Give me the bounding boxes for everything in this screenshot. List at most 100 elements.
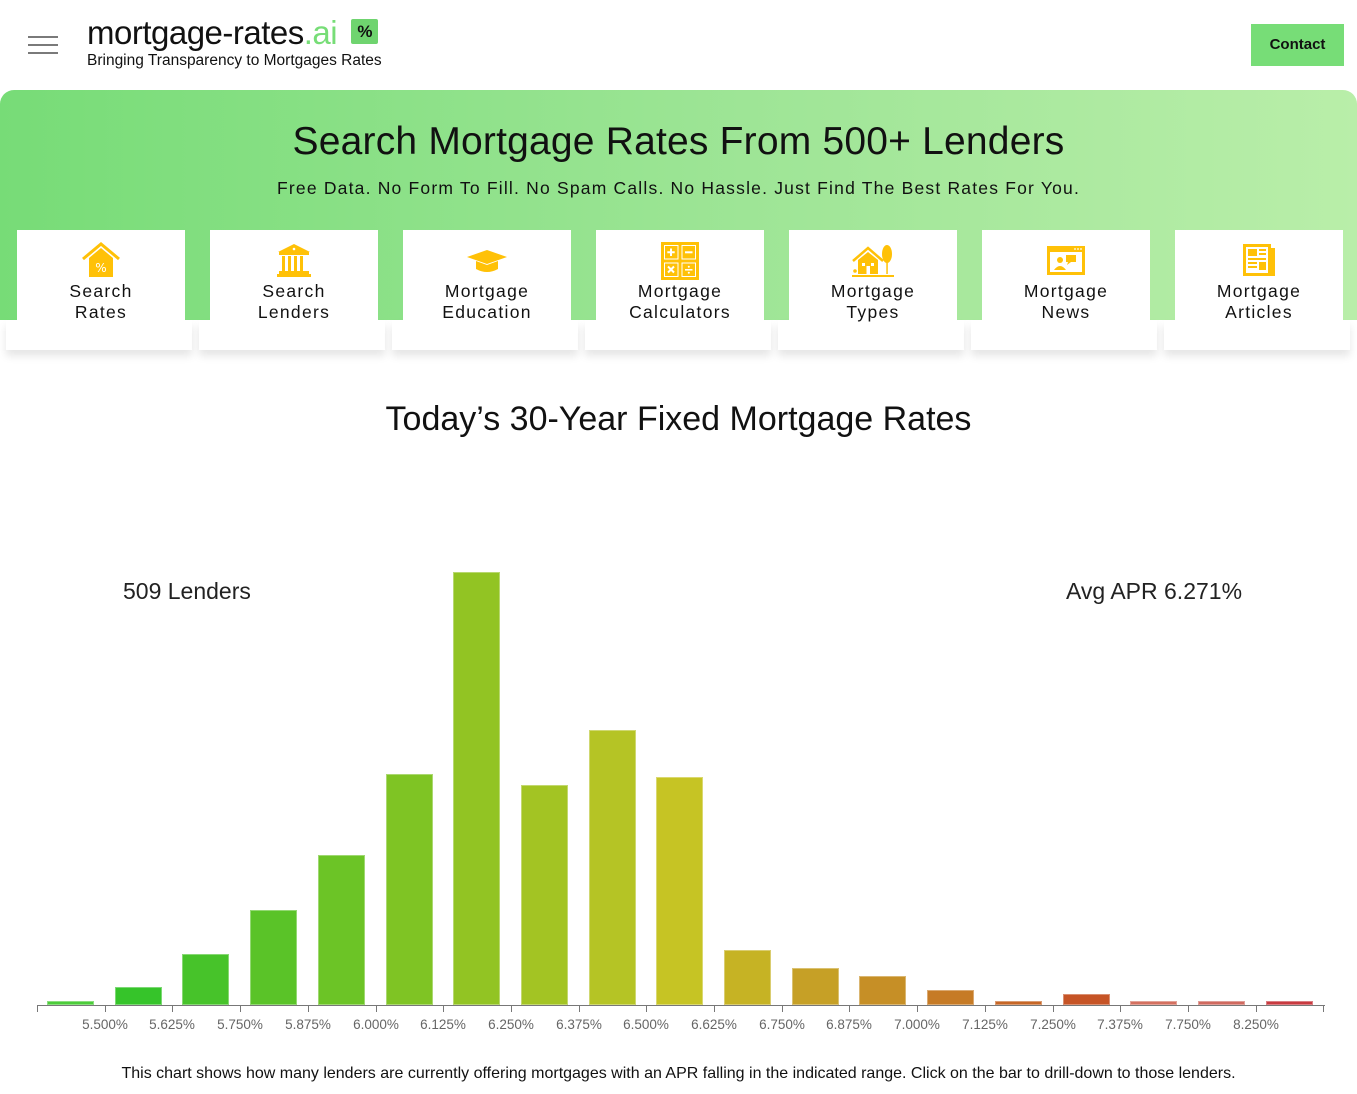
card-base <box>199 320 385 350</box>
site-logo[interactable]: mortgage-rates.ai% Bringing Transparency… <box>87 14 382 70</box>
histogram-bar[interactable] <box>927 990 975 1005</box>
house-percent-icon: % <box>82 242 120 277</box>
nav-card-mortgage-education[interactable]: Mortgage Education <box>403 230 571 322</box>
histogram-bar[interactable] <box>114 987 162 1005</box>
histogram-bar[interactable] <box>182 954 230 1005</box>
x-axis-tick <box>511 1005 512 1012</box>
histogram-bar[interactable] <box>994 1001 1042 1005</box>
svg-text:%: % <box>95 261 106 275</box>
x-axis-tick <box>105 1005 106 1012</box>
x-axis-tick-label: 5.750% <box>217 1017 263 1032</box>
average-apr: Avg APR 6.271% <box>1066 578 1243 604</box>
graduation-cap-icon <box>467 250 507 272</box>
card-base <box>778 320 964 350</box>
x-axis-tick-label: 7.125% <box>962 1017 1008 1032</box>
x-axis-tick-label: 8.250% <box>1233 1017 1279 1032</box>
hamburger-icon[interactable] <box>28 36 58 56</box>
chart-title: Today’s 30-Year Fixed Mortgage Rates <box>385 400 972 438</box>
x-axis-tick-label: 5.625% <box>149 1017 195 1032</box>
x-axis-tick-label: 7.375% <box>1097 1017 1143 1032</box>
x-axis-tick-label: 6.375% <box>556 1017 602 1032</box>
nav-card-mortgage-calculators[interactable]: Mortgage Calculators <box>596 230 764 322</box>
card-label-line2: Rates <box>74 302 128 322</box>
site-header: mortgage-rates.ai% Bringing Transparency… <box>0 0 1357 90</box>
histogram-bar[interactable] <box>791 968 839 1005</box>
x-axis-tick-label: 7.000% <box>894 1017 940 1032</box>
card-label-line1: Mortgage <box>444 281 530 301</box>
chart-description: This chart shows how many lenders are cu… <box>121 1065 1236 1082</box>
histogram-bar[interactable] <box>1265 1001 1313 1005</box>
histogram-bar[interactable] <box>588 730 636 1005</box>
x-axis-tick-label: 5.500% <box>82 1017 128 1032</box>
histogram-bar[interactable] <box>47 1001 94 1005</box>
histogram-bar[interactable] <box>724 950 771 1005</box>
histogram-bar[interactable] <box>1197 1001 1245 1005</box>
card-label-line1: Mortgage <box>1023 281 1109 301</box>
x-axis-tick-label: 6.250% <box>488 1017 534 1032</box>
x-axis-tick <box>985 1005 986 1012</box>
nav-card-search-rates[interactable]: % Search Rates <box>17 230 185 322</box>
logo-wordmark: mortgage-rates.ai% <box>87 14 382 52</box>
nav-card-mortgage-news[interactable]: Mortgage News <box>982 230 1150 322</box>
x-axis-tick <box>849 1005 850 1012</box>
histogram-bar[interactable] <box>656 777 704 1005</box>
x-axis-tick <box>917 1005 918 1012</box>
x-axis-tick <box>1053 1005 1054 1012</box>
x-axis-tick <box>1120 1005 1121 1012</box>
newspaper-icon <box>1243 244 1275 276</box>
x-axis-tick <box>579 1005 580 1012</box>
x-axis-tick-label: 6.875% <box>826 1017 872 1032</box>
card-label-line1: Mortgage <box>1216 281 1302 301</box>
x-axis-tick-label: 7.250% <box>1030 1017 1076 1032</box>
histogram-bar[interactable] <box>859 976 907 1005</box>
card-base <box>971 320 1157 350</box>
histogram-bar[interactable] <box>1130 1001 1178 1005</box>
histogram-bar[interactable] <box>317 855 365 1005</box>
house-tree-icon <box>852 245 894 277</box>
histogram-bar[interactable] <box>453 572 501 1005</box>
card-label-line2: News <box>1041 302 1091 322</box>
contact-button[interactable]: Contact <box>1251 24 1344 66</box>
hero-title: Search Mortgage Rates From 500+ Lenders <box>292 120 1065 163</box>
histogram-bar[interactable] <box>250 910 298 1005</box>
calculator-icon <box>661 242 699 280</box>
x-axis-tick-label: 6.500% <box>623 1017 669 1032</box>
card-label-line2: Types <box>846 302 900 322</box>
card-label-line2: Calculators <box>629 302 731 322</box>
x-axis-tick-label: 6.000% <box>353 1017 399 1032</box>
histogram-bar[interactable] <box>385 774 433 1005</box>
card-label-line2: Education <box>442 302 532 322</box>
logo-accent: .ai <box>303 14 338 51</box>
card-label-line1: Mortgage <box>830 281 916 301</box>
x-axis-tick <box>37 1005 38 1012</box>
histogram-bar[interactable] <box>520 785 568 1005</box>
card-label-line1: Search <box>262 281 326 301</box>
x-axis-tick-label: 7.750% <box>1165 1017 1211 1032</box>
x-axis-tick <box>1323 1005 1324 1012</box>
x-axis-tick-label: 6.125% <box>420 1017 466 1032</box>
x-axis-tick-label: 5.875% <box>285 1017 331 1032</box>
nav-card-search-lenders[interactable]: Search Lenders <box>210 230 378 322</box>
x-axis-tick-label: 6.625% <box>691 1017 737 1032</box>
nav-card-mortgage-types[interactable]: Mortgage Types <box>789 230 957 322</box>
x-axis <box>37 1005 1325 1006</box>
x-axis-tick <box>376 1005 377 1012</box>
news-screen-icon <box>1047 246 1085 275</box>
x-axis-tick <box>1188 1005 1189 1012</box>
hero-subtitle: Free Data. No Form To Fill. No Spam Call… <box>276 178 1081 198</box>
card-label-line2: Lenders <box>257 302 331 322</box>
logo-tagline: Bringing Transparency to Mortgages Rates <box>87 52 382 69</box>
apr-histogram <box>37 520 1324 1005</box>
x-axis-tick <box>1256 1005 1257 1012</box>
x-axis-tick <box>308 1005 309 1012</box>
card-base <box>6 320 192 350</box>
bank-icon <box>277 244 311 277</box>
card-label-line2: Articles <box>1225 302 1293 322</box>
logo-text: mortgage-rates <box>87 14 304 51</box>
histogram-bar[interactable] <box>1062 994 1110 1005</box>
x-axis-tick <box>443 1005 444 1012</box>
x-axis-tick <box>782 1005 783 1012</box>
nav-card-mortgage-articles[interactable]: Mortgage Articles <box>1175 230 1343 322</box>
card-base <box>585 320 771 350</box>
lenders-count: 509 Lenders <box>123 578 251 604</box>
